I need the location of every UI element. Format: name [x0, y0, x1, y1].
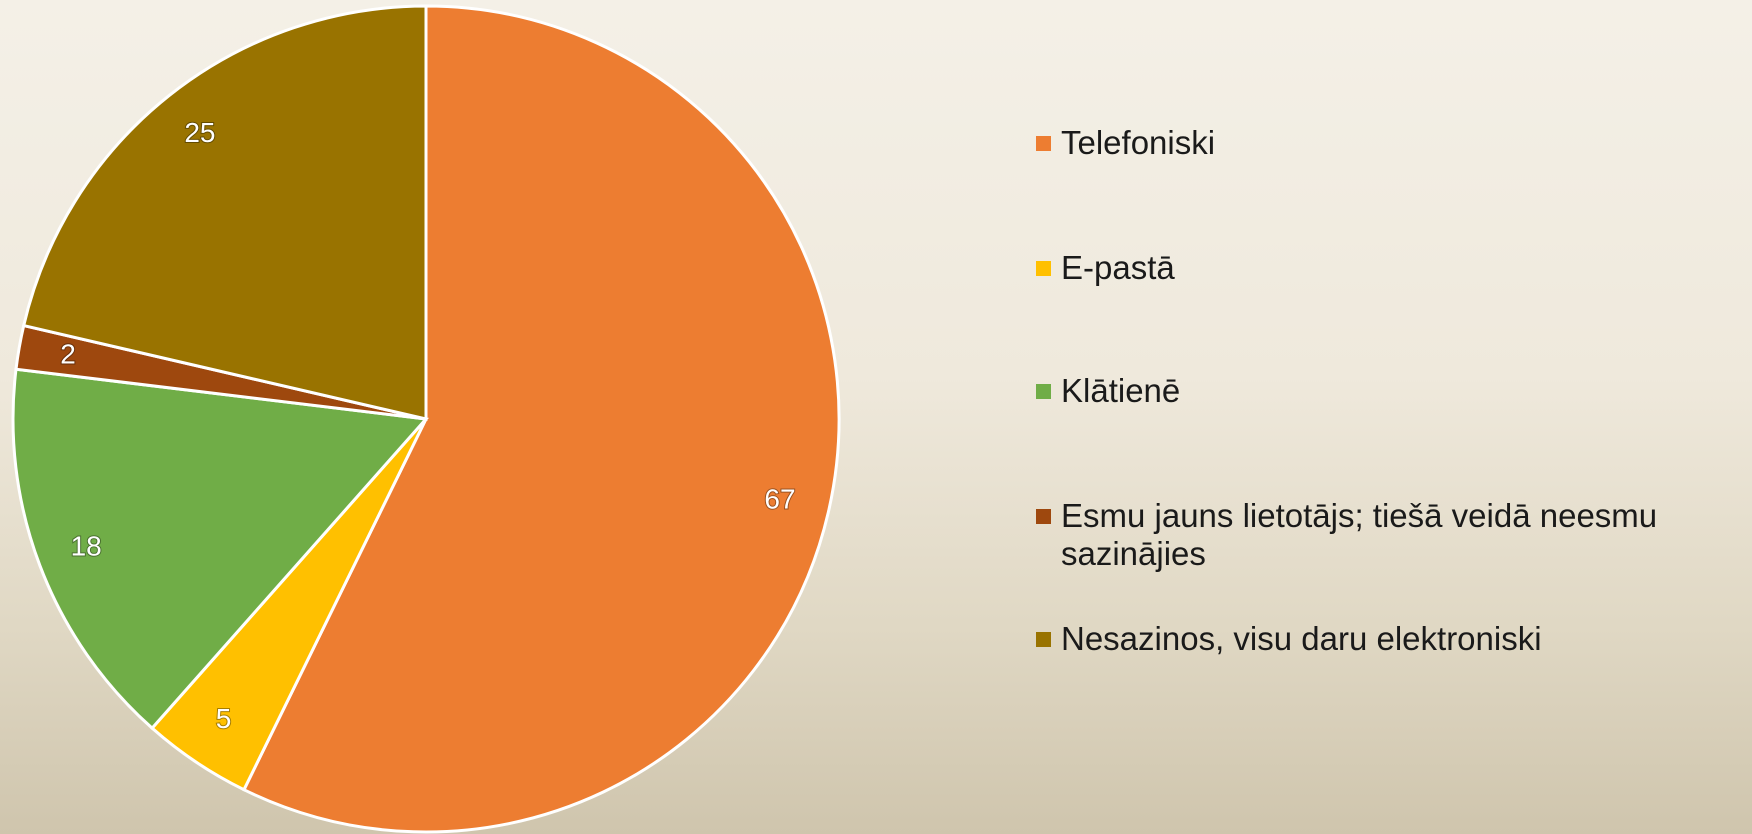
legend-swatch [1036, 261, 1051, 276]
data-label: 18 [71, 530, 102, 561]
legend: Telefoniski E-pastā Klātienē Esmu jauns lie… [1036, 0, 1736, 834]
legend-swatch [1036, 384, 1051, 399]
data-label: 2 [60, 338, 76, 369]
legend-swatch [1036, 136, 1051, 151]
legend-item: Telefoniski [1036, 124, 1215, 162]
legend-item: E-pastā [1036, 249, 1175, 287]
legend-swatch [1036, 632, 1051, 647]
legend-label: Klātienē [1061, 372, 1180, 410]
page: 67 5 18 2 25 Telefoniski E-pastā Klātienē Esmu … [0, 0, 1752, 834]
data-label: 67 [764, 484, 795, 515]
legend-label: Telefoniski [1061, 124, 1215, 162]
data-label: 5 [216, 703, 232, 734]
legend-label: Esmu jauns lietotājs; tiešā veidā neesmu… [1061, 497, 1736, 573]
legend-label: E-pastā [1061, 249, 1175, 287]
legend-swatch [1036, 509, 1051, 524]
legend-item: Esmu jauns lietotājs; tiešā veidā neesmu… [1036, 497, 1736, 573]
data-label: 25 [184, 117, 215, 148]
legend-item: Nesazinos, visu daru elektroniski [1036, 620, 1542, 658]
legend-label: Nesazinos, visu daru elektroniski [1061, 620, 1542, 658]
legend-item: Klātienē [1036, 372, 1180, 410]
